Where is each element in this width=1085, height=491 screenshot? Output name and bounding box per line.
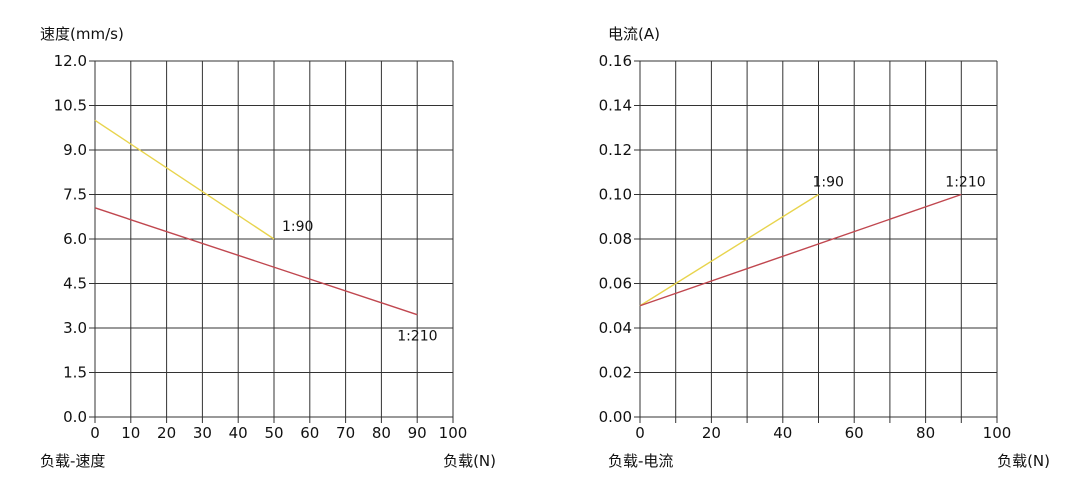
series-line-1-90 xyxy=(94,119,275,240)
series-line-1-90 xyxy=(639,193,819,307)
y-tick-label: 0.08 xyxy=(599,230,632,248)
x-tick-label: 0 xyxy=(90,424,100,442)
x-tick-label: 20 xyxy=(157,424,176,442)
chart-title: 负载-速度 xyxy=(40,452,105,470)
x-tick-label: 40 xyxy=(229,424,248,442)
x-tick-label: 60 xyxy=(845,424,864,442)
y-axis-label: 电流(A) xyxy=(608,25,660,43)
y-tick-label: 7.5 xyxy=(63,186,87,204)
y-tick-label: 3.0 xyxy=(63,319,87,337)
x-tick-label: 50 xyxy=(264,424,283,442)
x-axis-label: 负载(N) xyxy=(997,452,1050,470)
x-tick-label: 40 xyxy=(773,424,792,442)
y-tick-label: 0.06 xyxy=(599,275,632,293)
y-tick-label: 0.12 xyxy=(599,141,632,159)
series-line-1-210 xyxy=(94,207,418,316)
x-tick-label: 10 xyxy=(121,424,140,442)
series-label: 1:210 xyxy=(945,175,985,191)
x-tick-label: 90 xyxy=(408,424,427,442)
y-tick-label: 0.00 xyxy=(599,408,632,426)
x-tick-label: 70 xyxy=(336,424,355,442)
y-tick-label: 0.14 xyxy=(599,97,632,115)
x-tick-label: 0 xyxy=(635,424,645,442)
x-tick-label: 100 xyxy=(983,424,1012,442)
y-tick-label: 0.10 xyxy=(599,186,632,204)
y-tick-label: 10.5 xyxy=(54,97,87,115)
x-tick-label: 80 xyxy=(372,424,391,442)
y-tick-label: 0.02 xyxy=(599,364,632,382)
x-tick-label: 100 xyxy=(439,424,468,442)
chart-title: 负载-电流 xyxy=(608,452,673,470)
y-tick-label: 4.5 xyxy=(63,275,87,293)
y-tick-label: 0.04 xyxy=(599,319,632,337)
x-tick-label: 30 xyxy=(193,424,212,442)
y-tick-label: 1.5 xyxy=(63,364,87,382)
x-tick-label: 60 xyxy=(300,424,319,442)
x-tick-label: 20 xyxy=(702,424,721,442)
x-axis-label: 负载(N) xyxy=(443,452,496,470)
series-label: 1:90 xyxy=(813,175,844,191)
series-line-1-210 xyxy=(639,193,962,307)
series-label: 1:210 xyxy=(397,329,437,345)
series-label: 1:90 xyxy=(282,219,313,235)
y-tick-label: 0.16 xyxy=(599,52,632,70)
y-tick-label: 12.0 xyxy=(54,52,87,70)
y-axis-label: 速度(mm/s) xyxy=(40,25,124,43)
y-tick-label: 0.0 xyxy=(63,408,87,426)
y-tick-label: 6.0 xyxy=(63,230,87,248)
x-tick-label: 80 xyxy=(916,424,935,442)
y-tick-label: 9.0 xyxy=(63,141,87,159)
